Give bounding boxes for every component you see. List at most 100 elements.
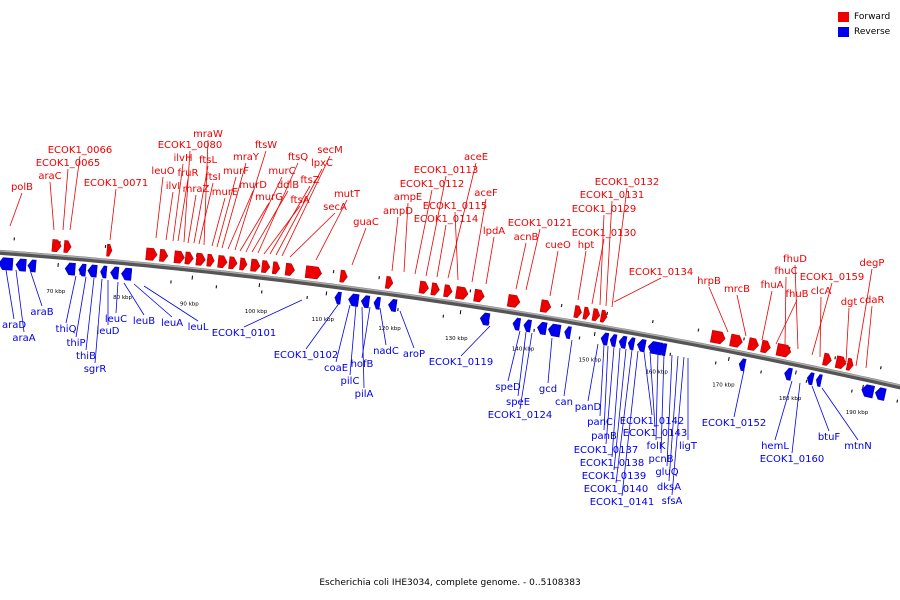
gene-label: ampD <box>383 206 413 217</box>
gene-label: mtnN <box>844 441 871 452</box>
gene-label: coaE <box>324 363 348 374</box>
gene-label: pilA <box>355 389 374 400</box>
leader-line <box>525 228 541 291</box>
gene-label: lpxC <box>311 158 333 169</box>
gene-label: ECOK1_0124 <box>488 410 553 421</box>
gene-label: ftsZ <box>300 175 319 186</box>
gene-label: leuO <box>151 166 174 177</box>
reverse-gene <box>548 323 562 338</box>
gene-label: leuL <box>188 322 209 333</box>
reverse-gene <box>600 332 610 346</box>
gene-label: ftsL <box>199 155 217 166</box>
leader-line <box>123 282 145 316</box>
strand-dash <box>850 389 853 393</box>
leader-line <box>335 304 351 363</box>
leader-line <box>403 202 409 273</box>
leader-line <box>507 330 521 382</box>
gene-label: ECOK1_0080 <box>158 140 223 151</box>
leader-line <box>621 350 639 497</box>
forward-gene <box>106 243 113 257</box>
reverse-gene <box>348 293 360 307</box>
forward-gene <box>63 240 72 253</box>
strand-dash <box>896 399 899 403</box>
reverse-gene <box>609 334 618 348</box>
gene-label: ftsI <box>205 172 220 183</box>
gene-label: ECOK1_0141 <box>590 497 655 508</box>
strand-dash <box>651 319 654 324</box>
gene-label: mraY <box>233 152 260 163</box>
leader-line <box>198 182 214 245</box>
gene-label: ECOK1_0139 <box>582 471 647 482</box>
legend: Forward Reverse <box>838 9 890 39</box>
gene-label: fhuC <box>774 266 797 277</box>
legend-forward-label: Forward <box>854 11 891 22</box>
tick-label: 70 kbp <box>46 289 65 295</box>
leader-line <box>289 212 336 258</box>
forward-gene <box>822 352 832 366</box>
gene-label: guaC <box>353 217 379 228</box>
leader-line <box>9 192 23 227</box>
reverse-gene <box>875 387 887 401</box>
leader-line <box>611 347 621 458</box>
reverse-gene <box>861 384 876 399</box>
forward-gene <box>845 357 854 371</box>
strand-dash <box>879 366 882 370</box>
gene-label: ilvH <box>174 153 193 164</box>
gene-label: clcA <box>811 286 832 297</box>
leader-line <box>774 380 793 441</box>
reverse-gene <box>523 319 532 333</box>
gene-label: murC <box>268 166 295 177</box>
gene-label: acnB <box>514 232 539 243</box>
tick-label: 170 kbp <box>712 382 735 388</box>
leader-line <box>615 349 633 484</box>
gene-label: araB <box>30 307 53 318</box>
forward-gene <box>573 305 582 319</box>
reverse-gene <box>78 263 87 277</box>
leader-line <box>794 264 799 350</box>
genome-caption: Escherichia coli IHE3034, complete genom… <box>319 578 581 588</box>
leader-line <box>109 188 117 241</box>
leader-line <box>425 175 447 277</box>
gene-label: folK <box>647 441 666 452</box>
leader-line <box>819 296 822 358</box>
leader-line <box>736 294 747 337</box>
forward-gene <box>173 250 185 264</box>
leader-line <box>519 332 533 410</box>
gene-label: sfsA <box>662 496 683 507</box>
tick-label: 130 kbp <box>445 336 468 342</box>
leader-line <box>65 275 77 324</box>
gene-label: gluQ <box>655 467 678 478</box>
leader-line <box>263 205 301 255</box>
reverse-gene <box>806 372 815 386</box>
leader-line <box>94 278 103 364</box>
forward-gene <box>473 288 485 303</box>
strand-dash <box>714 361 717 365</box>
leader-line <box>515 242 527 290</box>
tick-label: 100 kbp <box>245 309 268 315</box>
reverse-swatch <box>838 26 849 37</box>
gene-label: hrpB <box>697 276 721 287</box>
leader-line <box>599 344 605 417</box>
gene-label: ECOK1_0142 <box>620 416 685 427</box>
gene-label: fhuA <box>760 280 783 291</box>
gene-label: araC <box>38 171 61 182</box>
forward-gene <box>747 337 759 351</box>
reverse-gene <box>373 296 381 310</box>
leader-line <box>399 310 415 349</box>
leader-line <box>221 162 247 249</box>
leader-line <box>603 345 609 431</box>
reverse-gene <box>334 291 342 305</box>
gene-features <box>0 239 887 401</box>
leader-line <box>784 276 787 347</box>
backbone-highlight <box>0 250 900 387</box>
gene-label: fhuD <box>783 254 807 265</box>
leader-line <box>115 281 119 314</box>
leader-line <box>62 168 69 231</box>
gene-label: ECOK1_0115 <box>423 201 488 212</box>
gene-label: thiQ <box>56 324 77 335</box>
strand-dash <box>697 328 700 332</box>
leader-line <box>243 299 303 328</box>
leader-line <box>75 276 87 338</box>
reverse-gene <box>100 265 108 279</box>
gene-label: ECOK1_0071 <box>84 178 149 189</box>
